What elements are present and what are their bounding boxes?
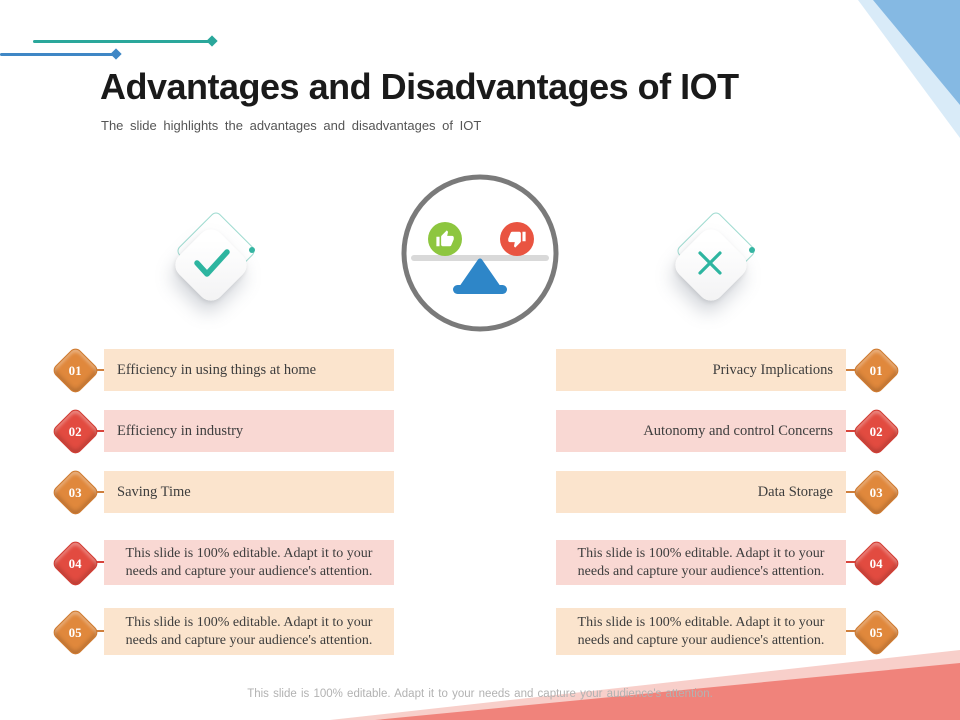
page-subtitle: The slide highlights the advantages and …: [101, 118, 482, 133]
teal-accent-dot: [206, 35, 218, 47]
connector-line: [90, 491, 108, 493]
check-icon: [194, 249, 230, 277]
number-badge: 03: [50, 467, 101, 518]
footer-note: This slide is 100% editable. Adapt it to…: [247, 688, 713, 700]
advantage-text: This slide is 100% editable. Adapt it to…: [125, 614, 373, 648]
disadvantage-row-03: Data Storage 03: [556, 467, 902, 518]
advantage-text: Efficiency in using things at home: [117, 361, 317, 378]
balance-beam: [411, 255, 549, 261]
advantage-bar: This slide is 100% editable. Adapt it to…: [104, 540, 394, 585]
disadvantage-row-05: This slide is 100% editable. Adapt it to…: [556, 607, 902, 658]
connector-line: [90, 369, 108, 371]
number-badge: 03: [851, 467, 902, 518]
disadvantage-text: Data Storage: [757, 483, 833, 500]
connector-line: [842, 491, 860, 493]
connector-line: [90, 630, 108, 632]
advantage-text: Efficiency in industry: [117, 422, 244, 439]
advantage-bar: This slide is 100% editable. Adapt it to…: [104, 608, 394, 655]
blue-accent-line: [0, 53, 115, 56]
disadvantage-row-02: Autonomy and control Concerns 02: [556, 406, 902, 457]
number-badge: 04: [50, 538, 101, 589]
number-badge: 02: [50, 406, 101, 457]
thumbs-up-icon: [436, 230, 454, 247]
connector-line: [842, 369, 860, 371]
balance-ring: [401, 174, 559, 332]
advantage-text: Saving Time: [117, 483, 191, 500]
balance-base: [453, 285, 507, 294]
advantage-row-03: Saving Time 03: [50, 467, 394, 518]
disadvantage-bar: This slide is 100% editable. Adapt it to…: [556, 540, 846, 585]
number-badge: 05: [50, 607, 101, 658]
check-outline-dot: [249, 247, 255, 253]
number-badge: 02: [851, 406, 902, 457]
connector-line: [842, 561, 860, 563]
advantage-bar: Saving Time: [104, 471, 394, 513]
page-title: Advantages and Disadvantages of IOT: [100, 66, 739, 107]
connector-line: [842, 630, 860, 632]
disadvantage-text: Privacy Implications: [712, 361, 833, 378]
advantage-text: This slide is 100% editable. Adapt it to…: [125, 545, 373, 579]
advantage-row-04: This slide is 100% editable. Adapt it to…: [50, 538, 394, 589]
advantage-bar: Efficiency in industry: [104, 410, 394, 452]
disadvantage-bar: Autonomy and control Concerns: [556, 410, 846, 452]
number-badge: 01: [851, 345, 902, 396]
disadvantage-bar: This slide is 100% editable. Adapt it to…: [556, 608, 846, 655]
advantage-row-05: This slide is 100% editable. Adapt it to…: [50, 607, 394, 658]
teal-accent-line: [33, 40, 211, 43]
disadvantage-text: Autonomy and control Concerns: [643, 422, 833, 439]
number-badge: 01: [50, 345, 101, 396]
blue-accent-dot: [110, 48, 122, 60]
connector-line: [90, 561, 108, 563]
balance-scale-icon: [401, 174, 559, 332]
advantage-row-01: Efficiency in using things at home 01: [50, 345, 394, 396]
thumbs-down-icon: [508, 231, 526, 248]
disadvantage-row-01: Privacy Implications 01: [556, 345, 902, 396]
number-badge: 04: [851, 538, 902, 589]
number-badge: 05: [851, 607, 902, 658]
disadvantage-bar: Data Storage: [556, 471, 846, 513]
disadvantage-bar: Privacy Implications: [556, 349, 846, 391]
connector-line: [842, 430, 860, 432]
x-outline-dot: [749, 247, 755, 253]
x-icon: [698, 251, 722, 275]
advantage-row-02: Efficiency in industry 02: [50, 406, 394, 457]
disadvantage-row-04: This slide is 100% editable. Adapt it to…: [556, 538, 902, 589]
advantage-bar: Efficiency in using things at home: [104, 349, 394, 391]
disadvantage-text: This slide is 100% editable. Adapt it to…: [577, 545, 825, 579]
disadvantage-text: This slide is 100% editable. Adapt it to…: [577, 614, 825, 648]
connector-line: [90, 430, 108, 432]
